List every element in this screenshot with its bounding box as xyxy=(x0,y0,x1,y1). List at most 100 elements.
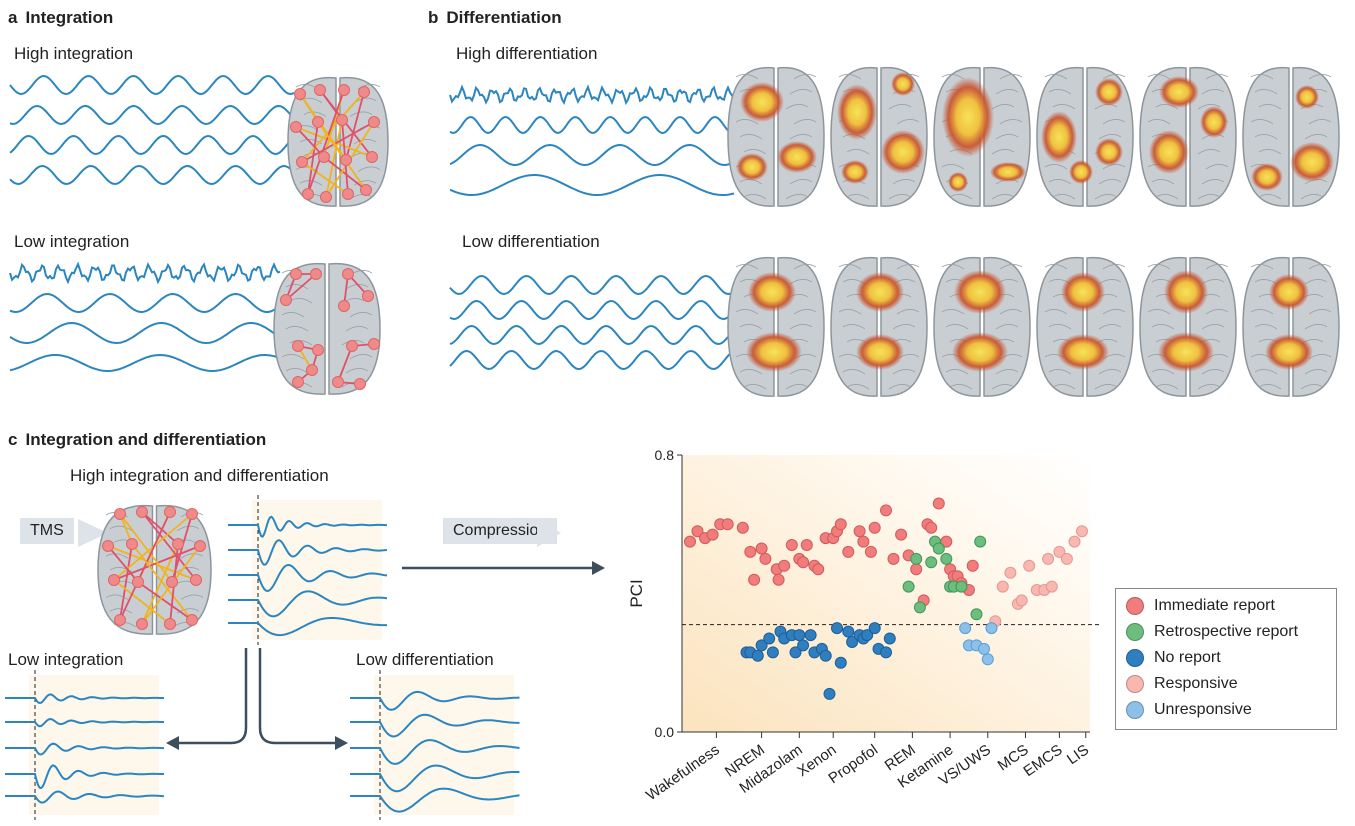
panel-a-high-label: High integration xyxy=(14,44,134,63)
sulcus xyxy=(1201,179,1225,185)
sulcus xyxy=(735,309,759,315)
sulcus xyxy=(1197,384,1221,390)
low-differentiation-label: Low differentiation xyxy=(356,650,494,669)
data-point xyxy=(857,535,870,548)
node xyxy=(164,618,176,630)
chart-legend: Immediate report Retrospective report No… xyxy=(1115,588,1337,730)
sulcus xyxy=(303,111,327,117)
data-point xyxy=(691,525,704,538)
sulcus xyxy=(1258,194,1282,200)
sulcus xyxy=(846,149,870,155)
sulcus xyxy=(793,119,817,125)
sulcus xyxy=(1151,324,1175,330)
activation-brain xyxy=(727,256,825,397)
eeg-trace xyxy=(9,164,295,186)
sulcus xyxy=(1258,149,1282,155)
tms-response-trace xyxy=(5,790,165,804)
sulcus xyxy=(739,369,763,375)
node xyxy=(312,344,324,356)
connection xyxy=(137,581,193,621)
sulcus xyxy=(1254,369,1278,375)
node xyxy=(368,116,380,128)
sulcus xyxy=(1094,384,1118,390)
left-hemisphere xyxy=(273,262,326,395)
sulcus xyxy=(1155,384,1179,390)
tms-response-trace xyxy=(5,764,165,790)
y-tick-label: 0.8 xyxy=(655,447,675,463)
connection xyxy=(301,91,365,163)
node xyxy=(354,378,366,390)
tms-response-trace xyxy=(228,590,388,618)
data-point xyxy=(868,521,881,534)
data-point xyxy=(755,542,768,555)
data-point xyxy=(744,545,757,558)
data-point xyxy=(706,528,719,541)
node xyxy=(164,506,176,518)
sulcus xyxy=(1308,119,1332,125)
sulcus xyxy=(941,74,965,80)
activation-brain xyxy=(830,66,928,207)
eeg-trace xyxy=(449,349,735,371)
node xyxy=(368,338,380,350)
node xyxy=(186,614,198,626)
node xyxy=(336,114,348,126)
sulcus xyxy=(1205,264,1229,270)
sulcus xyxy=(285,326,309,332)
sulcus xyxy=(846,384,870,390)
data-point xyxy=(932,542,945,555)
node xyxy=(314,84,326,96)
sulcus xyxy=(785,104,809,110)
sulcus xyxy=(995,89,1019,95)
tms-response-trace xyxy=(5,717,165,728)
activation-brain xyxy=(933,256,1031,397)
tms-response-trace xyxy=(228,563,388,593)
activation-blob xyxy=(1269,274,1309,310)
eeg-trace xyxy=(9,292,281,314)
sulcus xyxy=(1250,74,1274,80)
sulcus xyxy=(999,74,1023,80)
data-point xyxy=(1015,594,1028,607)
sulcus xyxy=(991,149,1015,155)
data-point xyxy=(887,552,900,565)
activation-blob xyxy=(1061,272,1105,312)
legend-label: Responsive xyxy=(1154,675,1238,692)
high-differentiation-waves xyxy=(449,84,735,196)
plot-background xyxy=(682,455,1090,732)
panel-a-low-label: Low integration xyxy=(14,232,130,251)
sulcus xyxy=(789,369,813,375)
sulcus xyxy=(1052,384,1076,390)
sulcus xyxy=(949,194,973,200)
sulcus xyxy=(1147,309,1171,315)
sulcus xyxy=(1048,324,1072,330)
tms-response-trace xyxy=(350,764,520,793)
sulcus xyxy=(995,369,1019,375)
node xyxy=(126,538,138,550)
sulcus xyxy=(793,309,817,315)
node xyxy=(342,268,354,280)
legend-item-unresponsive: Unresponsive xyxy=(1126,701,1252,719)
legend-swatch xyxy=(1126,597,1144,615)
legend-item-responsive: Responsive xyxy=(1126,675,1238,693)
sulcus xyxy=(1098,369,1122,375)
activation-brain xyxy=(1036,256,1134,397)
activation-blob xyxy=(1158,332,1214,372)
sulcus xyxy=(1258,384,1282,390)
low-integration-brain xyxy=(273,262,381,395)
data-point xyxy=(748,573,761,586)
sulcus xyxy=(1308,309,1332,315)
data-point xyxy=(759,552,772,565)
data-point xyxy=(974,535,987,548)
legend-label: Immediate report xyxy=(1154,597,1275,614)
sulcus xyxy=(281,354,305,360)
legend-swatch xyxy=(1126,623,1144,641)
sulcus xyxy=(176,567,200,573)
eeg-trace xyxy=(9,321,281,345)
data-point xyxy=(880,646,892,659)
sulcus xyxy=(743,149,767,155)
sulcus xyxy=(1304,134,1328,140)
data-point xyxy=(895,528,908,541)
sulcus xyxy=(743,194,767,200)
data-point xyxy=(868,622,881,635)
sulcus xyxy=(1250,309,1274,315)
